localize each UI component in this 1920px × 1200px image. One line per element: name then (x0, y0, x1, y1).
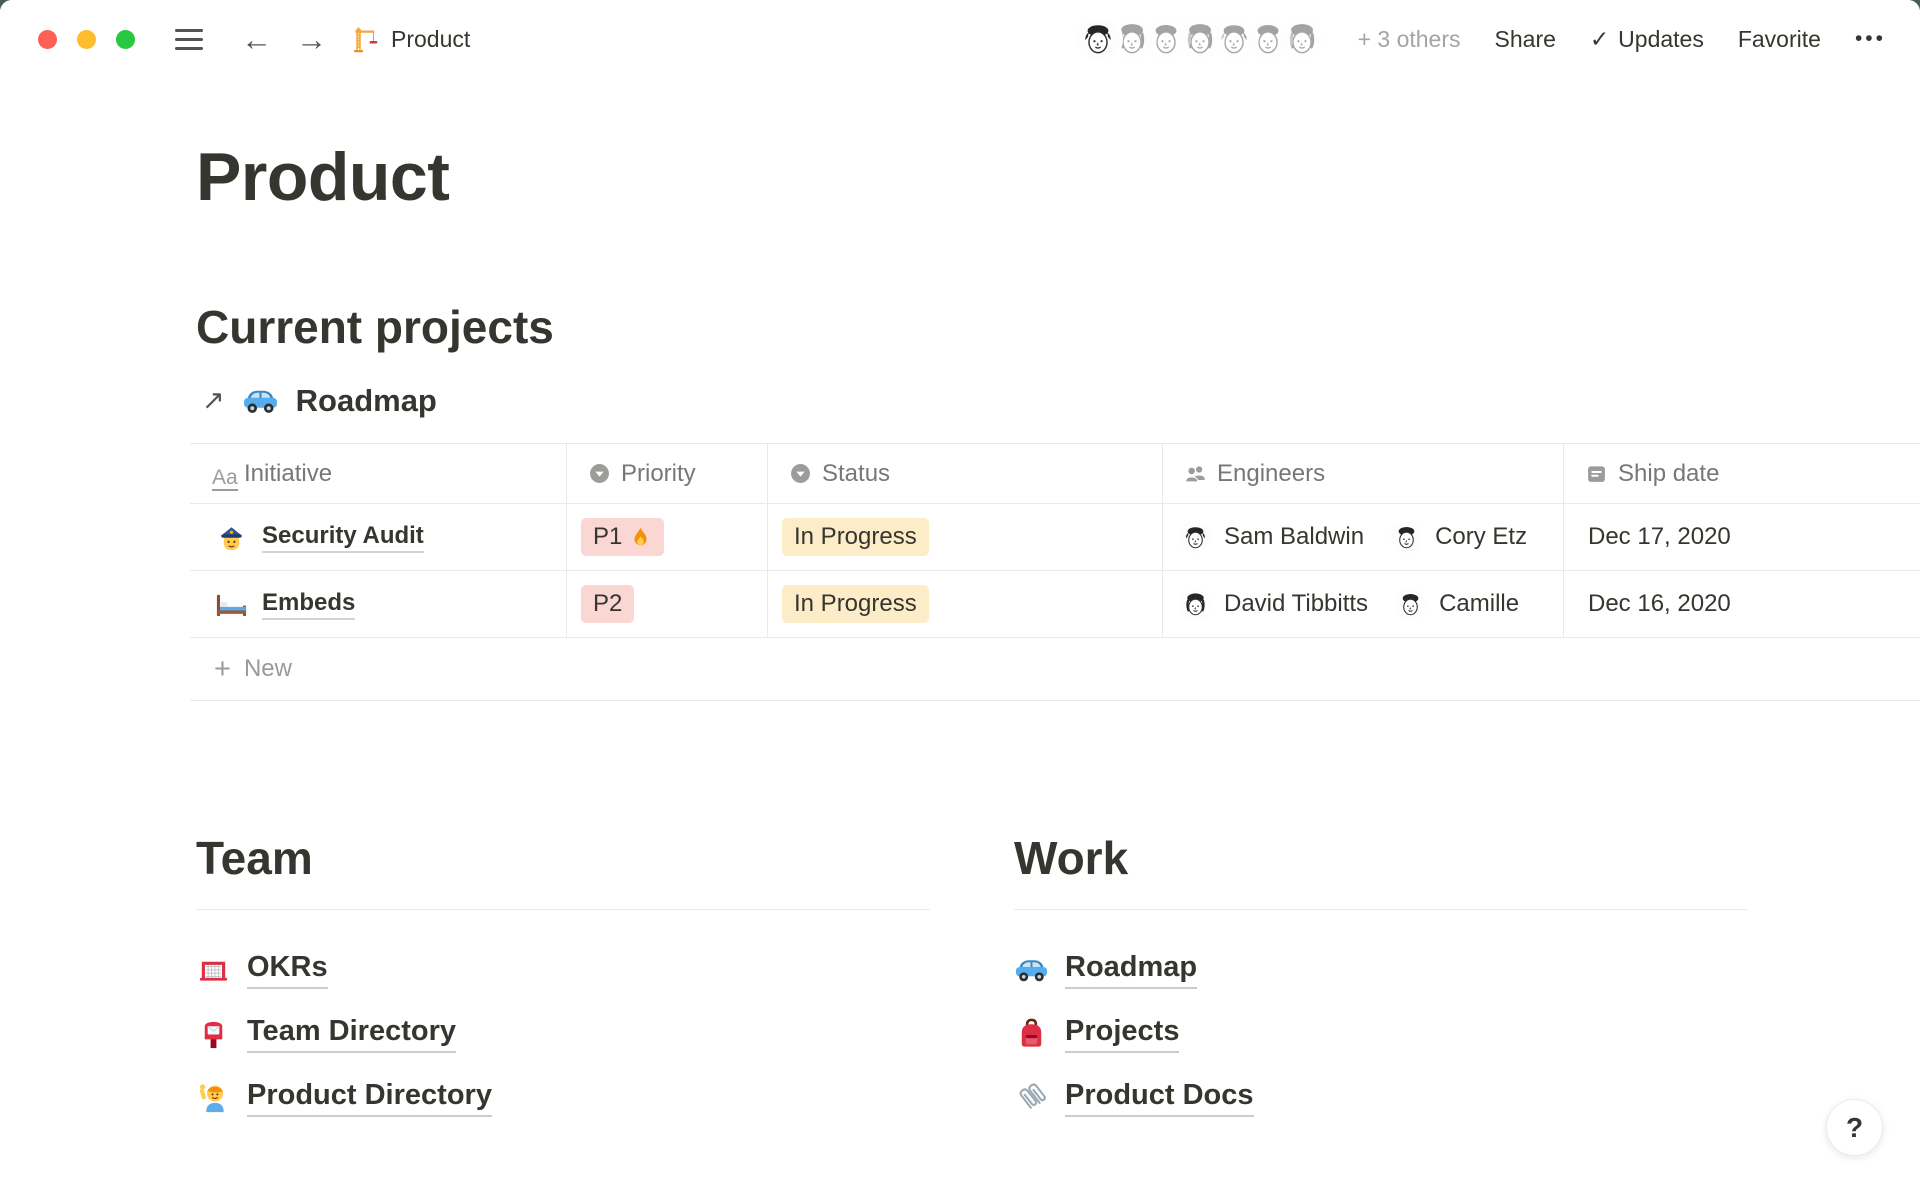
column-header-priority[interactable]: Priority (567, 444, 768, 503)
roadmap-link-label: Roadmap (295, 382, 437, 418)
fire-icon (629, 526, 652, 549)
avatar-stack (1075, 17, 1324, 61)
avatar (1143, 17, 1188, 61)
column-header-engineers[interactable]: Engineers (1163, 444, 1564, 503)
avatar (1075, 17, 1120, 61)
paperclips-icon (1014, 1080, 1049, 1115)
back-button[interactable]: ← (241, 21, 272, 57)
share-button[interactable]: Share (1494, 25, 1556, 52)
external-link-arrow-icon: ↗ (202, 385, 225, 415)
traffic-lights (38, 29, 135, 49)
page-link-roadmap[interactable]: Roadmap (1014, 946, 1747, 993)
sidebar-menu-icon[interactable] (175, 28, 203, 50)
engineer-chip: Cory Etz (1390, 520, 1527, 554)
check-icon: ✓ (1589, 25, 1610, 52)
team-heading: Team (196, 832, 313, 884)
blue-car-icon (1014, 952, 1049, 987)
initiative-link[interactable]: Security Audit (262, 522, 424, 553)
more-options-icon[interactable]: ••• (1854, 27, 1886, 50)
updates-button[interactable]: ✓ Updates (1590, 26, 1704, 53)
status-badge: In Progress (782, 518, 929, 556)
table-header-row: Aa Initiative Priority Status Engineers (190, 443, 1920, 504)
table-row: Embeds P2 In Progress David Tibbitts (190, 571, 1920, 638)
avatar (1109, 17, 1154, 61)
page-link-team-directory[interactable]: Team Directory (196, 1010, 930, 1057)
police-officer-icon (214, 520, 249, 555)
construction-crane-icon (351, 26, 378, 53)
new-row-button[interactable]: + New (190, 638, 1920, 701)
engineer-chip: Camille (1394, 587, 1519, 621)
engineers-cell[interactable]: Sam Baldwin Cory Etz (1163, 504, 1564, 570)
calendar-icon (1586, 463, 1607, 484)
zoom-window-button[interactable] (116, 29, 135, 49)
bed-icon (214, 587, 249, 622)
select-icon (790, 463, 811, 484)
avatar (1390, 520, 1423, 554)
column-header-status[interactable]: Status (768, 444, 1163, 503)
divider (1014, 909, 1747, 910)
column-header-ship-date[interactable]: Ship date (1564, 444, 1920, 503)
projects-table: Aa Initiative Priority Status Engineers (190, 443, 1920, 701)
postbox-icon (196, 1016, 231, 1051)
close-window-button[interactable] (38, 29, 57, 49)
avatar (1179, 520, 1212, 554)
breadcrumb[interactable]: Product (351, 26, 470, 53)
status-cell[interactable]: In Progress (768, 571, 1163, 637)
page-link-product-docs[interactable]: Product Docs (1014, 1074, 1747, 1121)
priority-badge: P2 (581, 585, 635, 623)
engineer-chip: Sam Baldwin (1179, 520, 1364, 554)
engineer-chip: David Tibbitts (1179, 587, 1368, 621)
initiative-link[interactable]: Embeds (262, 589, 356, 620)
favorite-button[interactable]: Favorite (1737, 25, 1821, 52)
page-title: Product (196, 139, 450, 215)
ship-date-cell[interactable]: Dec 16, 2020 (1588, 590, 1731, 617)
link-sections: Team OKRs Team Directory Product Directo… (196, 831, 1920, 1138)
avatar (1279, 17, 1324, 61)
help-button[interactable]: ? (1826, 1099, 1883, 1156)
roadmap-database-link[interactable]: ↗ Roadmap (202, 382, 1920, 419)
page-link-product-directory[interactable]: Product Directory (196, 1074, 930, 1121)
topbar-actions: + 3 others Share ✓ Updates Favorite ••• (1075, 17, 1886, 61)
minimize-window-button[interactable] (77, 29, 96, 49)
avatar (1179, 587, 1212, 621)
work-heading: Work (1014, 832, 1129, 884)
status-badge: In Progress (782, 585, 929, 623)
work-section: Work Roadmap Projects Product Docs (1014, 831, 1747, 1138)
blue-car-icon (242, 382, 279, 419)
avatar (1177, 17, 1222, 61)
text-format-icon: Aa (212, 466, 238, 491)
page-link-okrs[interactable]: OKRs (196, 946, 930, 993)
plus-icon: + (214, 652, 231, 685)
engineers-cell[interactable]: David Tibbitts Camille (1163, 571, 1564, 637)
others-count[interactable]: + 3 others (1357, 25, 1461, 52)
avatar (1245, 17, 1290, 61)
initiative-cell[interactable]: Security Audit (190, 504, 567, 570)
page-link-projects[interactable]: Projects (1014, 1010, 1747, 1057)
select-icon (589, 463, 610, 484)
people-icon (1185, 463, 1206, 484)
breadcrumb-title: Product (391, 25, 471, 52)
priority-cell[interactable]: P1 (567, 504, 768, 570)
page-body: Product Current projects ↗ Roadmap Aa In… (0, 138, 1920, 1138)
updates-label: Updates (1618, 25, 1704, 52)
status-cell[interactable]: In Progress (768, 504, 1163, 570)
ship-date-cell[interactable]: Dec 17, 2020 (1588, 523, 1731, 550)
column-header-initiative[interactable]: Aa Initiative (190, 444, 567, 503)
priority-badge: P1 (581, 518, 665, 556)
topbar: ← → Product + 3 others Share ✓ Updates F… (0, 0, 1920, 78)
forward-button[interactable]: → (296, 21, 327, 57)
current-projects-heading: Current projects (196, 301, 554, 353)
person-raising-hand-icon (196, 1080, 231, 1115)
backpack-icon (1014, 1016, 1049, 1051)
table-row: Security Audit P1 In Progress (190, 504, 1920, 571)
goal-net-icon (196, 952, 231, 987)
avatar (1211, 17, 1256, 61)
avatar (1394, 587, 1427, 621)
initiative-cell[interactable]: Embeds (190, 571, 567, 637)
priority-cell[interactable]: P2 (567, 571, 768, 637)
divider (196, 909, 930, 910)
team-section: Team OKRs Team Directory Product Directo… (196, 831, 930, 1138)
